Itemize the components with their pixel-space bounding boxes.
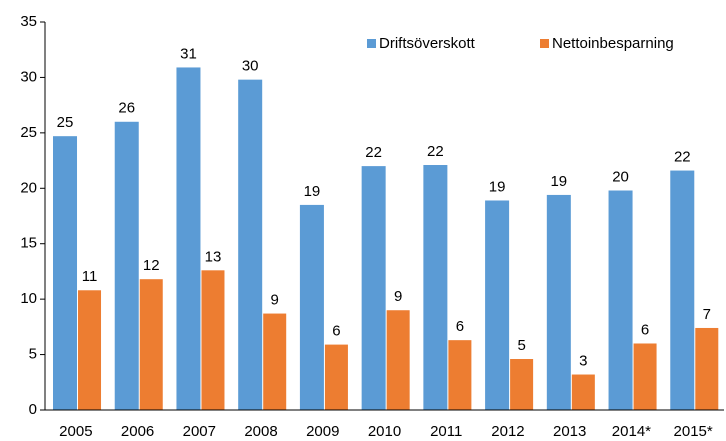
x-tick-label: 2007 — [183, 423, 216, 440]
data-label: 26 — [118, 100, 135, 117]
x-tick-label: 2008 — [244, 423, 277, 440]
y-tick-label: 20 — [20, 179, 37, 196]
bar — [299, 204, 324, 410]
bar — [263, 313, 287, 410]
data-label: 19 — [489, 178, 506, 195]
data-label: 31 — [180, 45, 197, 62]
legend-label: Nettoinbesparning — [552, 35, 674, 52]
y-tick-label: 15 — [20, 235, 37, 252]
x-tick-label: 2011 — [430, 423, 462, 440]
legend-swatch — [367, 39, 376, 48]
x-tick-label: 2014* — [612, 423, 651, 440]
bar — [53, 136, 78, 410]
bar — [386, 310, 410, 410]
bar — [139, 279, 163, 410]
bar — [608, 190, 633, 410]
y-tick-label: 0 — [29, 401, 37, 418]
data-label: 9 — [271, 292, 279, 309]
y-tick-label: 10 — [20, 290, 37, 307]
bar — [324, 344, 348, 410]
data-label: 6 — [641, 321, 649, 338]
data-label: 12 — [143, 257, 160, 274]
x-tick-label: 2009 — [306, 423, 339, 440]
bar — [201, 270, 225, 410]
data-label: 30 — [242, 58, 259, 75]
bar — [633, 343, 657, 410]
data-label: 3 — [579, 352, 587, 369]
data-label: 11 — [82, 268, 98, 285]
bar — [361, 166, 386, 410]
data-label: 19 — [550, 173, 567, 190]
bar — [546, 194, 571, 410]
data-label: 9 — [394, 288, 402, 305]
data-label: 20 — [612, 168, 629, 185]
bar — [176, 67, 201, 411]
x-tick-label: 2015* — [674, 423, 713, 440]
data-label: 5 — [517, 337, 525, 354]
bar — [510, 359, 534, 410]
bar — [485, 200, 510, 410]
data-label: 19 — [304, 183, 321, 200]
bar — [238, 79, 263, 410]
data-label: 6 — [456, 318, 464, 335]
y-tick-label: 25 — [20, 124, 37, 141]
bar — [78, 290, 102, 410]
bar — [423, 165, 448, 410]
legend-swatch — [540, 39, 549, 48]
bar — [571, 374, 595, 410]
y-tick-label: 35 — [20, 13, 37, 30]
y-tick-label: 5 — [29, 346, 37, 363]
data-label: 22 — [365, 144, 382, 161]
data-label: 6 — [332, 323, 340, 340]
data-label: 25 — [57, 114, 74, 131]
x-tick-label: 2010 — [368, 423, 401, 440]
data-label: 22 — [427, 143, 444, 160]
bar — [670, 170, 695, 410]
bar — [114, 121, 139, 411]
legend-label: Driftsöverskott — [379, 35, 476, 52]
data-label: 22 — [674, 149, 691, 166]
y-tick-label: 30 — [20, 68, 37, 85]
x-tick-label: 2005 — [59, 423, 92, 440]
x-tick-label: 2013 — [553, 423, 586, 440]
data-label: 7 — [703, 306, 711, 323]
x-tick-label: 2012 — [491, 423, 524, 440]
x-tick-label: 2006 — [121, 423, 154, 440]
data-label: 13 — [205, 248, 222, 265]
bar — [448, 340, 472, 410]
bar — [695, 327, 719, 410]
